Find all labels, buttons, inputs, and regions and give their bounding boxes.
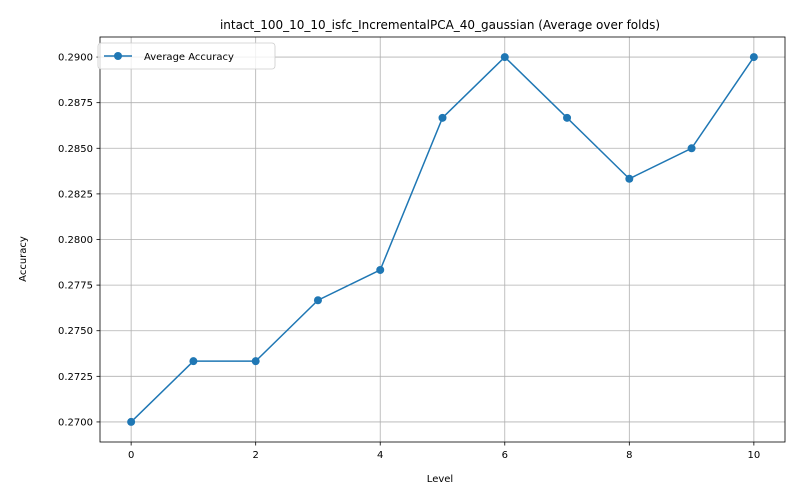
data-point bbox=[376, 265, 385, 274]
legend-label: Average Accuracy bbox=[144, 52, 234, 63]
data-point bbox=[749, 53, 758, 62]
y-tick-label: 0.2850 bbox=[58, 144, 93, 155]
y-axis: 0.2700 0.2725 0.2750 0.2775 0.2800 0.2825 0.28… bbox=[58, 53, 100, 428]
x-tick-label: 6 bbox=[502, 450, 508, 461]
y-tick-label: 0.2725 bbox=[58, 372, 93, 383]
data-point bbox=[687, 144, 696, 153]
plot-area bbox=[127, 53, 758, 426]
y-tick-label: 0.2825 bbox=[58, 189, 93, 200]
legend: Average Accuracy bbox=[97, 42, 276, 70]
y-tick-label: 0.2775 bbox=[58, 281, 93, 292]
y-tick-label: 0.2700 bbox=[58, 417, 93, 428]
data-point bbox=[563, 113, 572, 122]
grid bbox=[100, 37, 785, 442]
data-point bbox=[625, 174, 634, 183]
x-tick-label: 2 bbox=[252, 450, 258, 461]
x-tick-label: 4 bbox=[377, 450, 383, 461]
y-tick-label: 0.2875 bbox=[58, 98, 93, 109]
data-point bbox=[251, 357, 260, 366]
data-point bbox=[189, 357, 198, 366]
x-tick-label: 0 bbox=[128, 450, 134, 461]
x-tick-label: 10 bbox=[747, 450, 760, 461]
y-axis-label: Accuracy bbox=[18, 236, 29, 282]
data-point bbox=[127, 417, 136, 426]
y-tick-label: 0.2900 bbox=[58, 53, 93, 64]
y-tick-label: 0.2800 bbox=[58, 235, 93, 246]
legend-box bbox=[97, 42, 276, 70]
data-point bbox=[313, 296, 322, 305]
x-axis-label: Level bbox=[427, 474, 453, 485]
data-point bbox=[438, 113, 447, 122]
x-tick-label: 8 bbox=[626, 450, 632, 461]
x-axis: 0 2 4 6 8 10 bbox=[128, 442, 760, 461]
chart-title: intact_100_10_10_isfc_IncrementalPCA_40_… bbox=[220, 18, 660, 32]
data-point bbox=[500, 53, 509, 62]
y-tick-label: 0.2750 bbox=[58, 326, 93, 337]
legend-marker-swatch bbox=[114, 52, 122, 60]
